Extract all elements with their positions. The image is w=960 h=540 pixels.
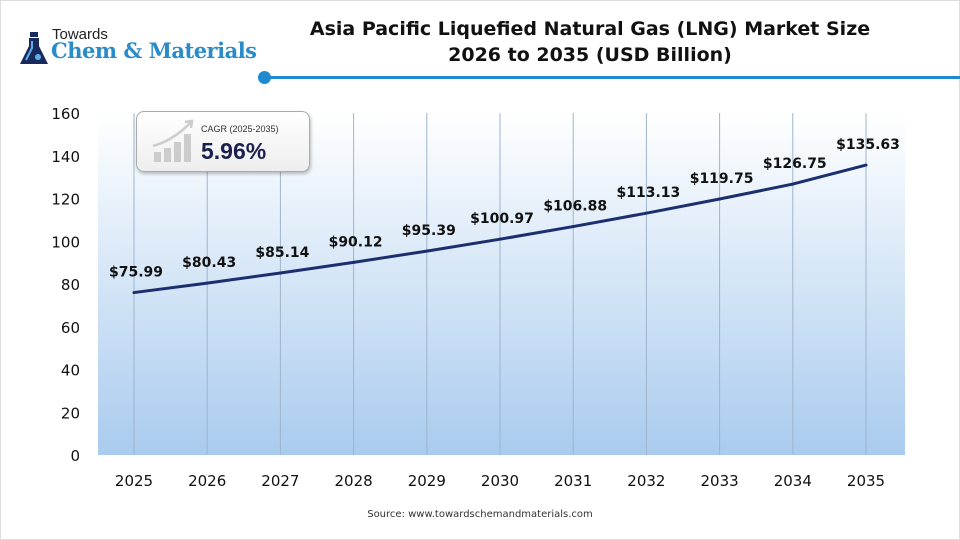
y-tick-label: 60 bbox=[61, 319, 80, 337]
data-label: $135.63 bbox=[836, 137, 900, 153]
y-tick-label: 40 bbox=[61, 362, 80, 380]
chart-title: Asia Pacific Liquefied Natural Gas (LNG)… bbox=[280, 16, 900, 68]
cagr-box: CAGR (2025-2035) 5.96% bbox=[136, 111, 310, 172]
flask-icon bbox=[20, 32, 48, 64]
y-tick-label: 160 bbox=[51, 105, 80, 123]
cagr-label: CAGR (2025-2035) bbox=[201, 124, 279, 134]
growth-chart-icon bbox=[152, 119, 194, 162]
y-tick-label: 140 bbox=[51, 148, 80, 166]
y-tick-label: 20 bbox=[61, 404, 80, 422]
data-label: $90.12 bbox=[329, 234, 383, 250]
x-tick-label: 2025 bbox=[115, 472, 153, 490]
brand-line2: Chem & Materials bbox=[51, 38, 257, 63]
data-point bbox=[352, 260, 356, 264]
data-label: $85.14 bbox=[255, 245, 309, 261]
data-point bbox=[425, 249, 429, 253]
data-point bbox=[864, 163, 868, 167]
y-tick-label: 80 bbox=[61, 276, 80, 294]
data-point bbox=[644, 211, 648, 215]
data-label: $100.97 bbox=[470, 211, 534, 227]
y-tick-label: 120 bbox=[51, 191, 80, 209]
x-tick-label: 2028 bbox=[335, 472, 373, 490]
x-tick-label: 2035 bbox=[847, 472, 885, 490]
x-tick-label: 2027 bbox=[261, 472, 299, 490]
title-rule bbox=[265, 76, 960, 79]
data-point bbox=[205, 281, 209, 285]
data-point bbox=[132, 291, 136, 295]
x-tick-label: 2026 bbox=[188, 472, 226, 490]
data-point bbox=[498, 237, 502, 241]
data-label: $75.99 bbox=[109, 265, 163, 281]
title-rule-dot bbox=[258, 71, 271, 84]
x-tick-label: 2033 bbox=[701, 472, 739, 490]
cagr-value: 5.96% bbox=[201, 138, 267, 164]
data-label: $80.43 bbox=[182, 255, 236, 271]
data-point bbox=[791, 182, 795, 186]
data-label: $113.13 bbox=[617, 185, 681, 201]
x-tick-label: 2029 bbox=[408, 472, 446, 490]
data-point bbox=[718, 197, 722, 201]
data-point bbox=[571, 225, 575, 229]
title-line1: Asia Pacific Liquefied Natural Gas (LNG)… bbox=[309, 18, 871, 40]
x-tick-label: 2034 bbox=[774, 472, 812, 490]
data-point bbox=[278, 271, 282, 275]
brand-line1: Towards bbox=[52, 26, 108, 43]
y-tick-label: 100 bbox=[51, 233, 80, 251]
data-label: $106.88 bbox=[543, 199, 607, 215]
source-note: Source: www.towardschemandmaterials.com bbox=[367, 509, 593, 520]
x-tick-label: 2030 bbox=[481, 472, 519, 490]
y-tick-label: 0 bbox=[70, 447, 80, 465]
data-label: $126.75 bbox=[763, 156, 827, 172]
data-label: $95.39 bbox=[402, 223, 456, 239]
x-tick-label: 2032 bbox=[627, 472, 665, 490]
title-line2: 2026 to 2035 (USD Billion) bbox=[448, 44, 732, 66]
data-label: $119.75 bbox=[690, 171, 754, 187]
x-tick-label: 2031 bbox=[554, 472, 592, 490]
